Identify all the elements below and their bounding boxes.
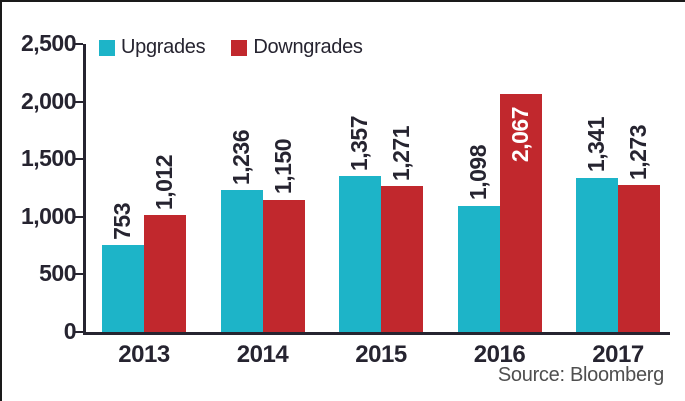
downgrades-bar: [144, 215, 186, 332]
bar-value-label: 2,067: [506, 106, 533, 162]
x-axis-line: [83, 332, 670, 335]
chart-legend: Upgrades Downgrades: [99, 36, 363, 59]
bar-value-label: 1,341: [583, 117, 609, 173]
y-axis-tick: [75, 43, 83, 45]
downgrades-bar: [381, 185, 423, 332]
y-axis-tick-label: 2,500: [20, 30, 77, 56]
y-axis-tick-label: 2,000: [20, 87, 77, 114]
bar-value-label: 1,236: [227, 129, 254, 185]
downgrades-bar: [262, 199, 305, 332]
upgrades-bar: [220, 189, 263, 332]
y-axis-tick: [75, 158, 83, 161]
downgrades-bar: [618, 185, 660, 332]
bar-value-label: 1,357: [346, 115, 372, 171]
upgrades-swatch-icon: [99, 39, 115, 56]
x-axis-category-label: 2017: [592, 341, 644, 368]
x-axis-category-label: 2013: [118, 341, 170, 368]
y-axis-tick-label: 0: [63, 318, 77, 344]
bar-value-label: 1,150: [269, 139, 296, 195]
upgrades-bar: [576, 177, 618, 332]
legend-label-downgrades: Downgrades: [253, 36, 363, 58]
y-axis-tick-label: 500: [39, 260, 76, 287]
y-axis-tick-label: 1,000: [20, 202, 77, 229]
bar-value-label: 1,273: [625, 125, 651, 181]
y-axis-tick: [75, 273, 83, 276]
upgrades-bar: [457, 205, 500, 332]
bar-value-label: 1,098: [464, 145, 491, 201]
bar-value-label: 753: [109, 203, 135, 241]
y-axis-tick: [75, 331, 83, 333]
y-axis-tick: [75, 100, 83, 103]
frame-top-border: [0, 0, 685, 2]
downgrades-bar: [499, 93, 542, 332]
upgrades-bar: [102, 245, 144, 332]
legend-item-upgrades: Upgrades: [99, 36, 206, 59]
legend-label-upgrades: Upgrades: [121, 36, 206, 58]
bar-value-label: 1,012: [151, 155, 177, 211]
x-axis-category-label: 2015: [355, 341, 407, 368]
source-note: Source: Bloomberg: [497, 364, 664, 386]
y-axis-tick: [75, 215, 83, 218]
x-axis-category-label: 2014: [236, 341, 289, 368]
bar-value-label: 1,271: [388, 125, 414, 181]
downgrades-swatch-icon: [231, 39, 248, 56]
upgrades-bar: [339, 175, 381, 332]
frame-left-border: [0, 0, 2, 401]
legend-item-downgrades: Downgrades: [231, 36, 363, 59]
y-axis-tick-label: 1,500: [20, 145, 77, 172]
y-axis-line: [83, 44, 86, 335]
x-axis-category-label: 2016: [473, 341, 526, 368]
